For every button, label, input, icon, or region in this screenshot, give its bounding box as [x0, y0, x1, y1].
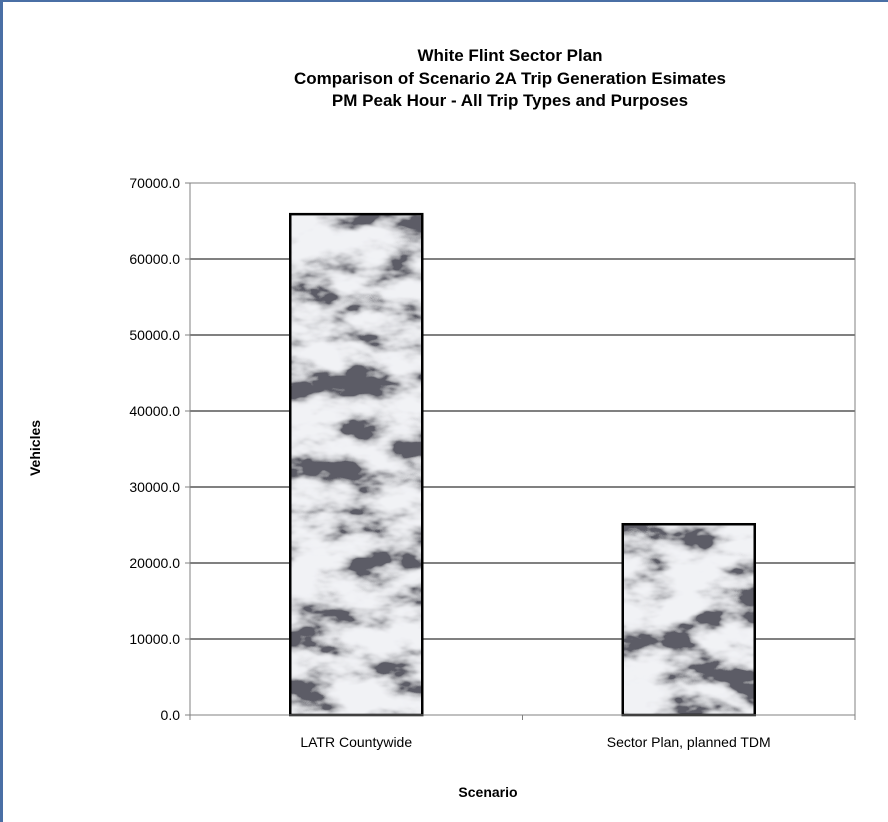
chart-title-line: White Flint Sector Plan — [417, 46, 602, 65]
bar-fill — [622, 524, 755, 715]
chart-title: White Flint Sector Plan Comparison of Sce… — [294, 46, 726, 110]
x-axis-title: Scenario — [458, 784, 517, 800]
y-tick-label: 70000.0 — [129, 175, 180, 191]
x-category-label: LATR Countywide — [300, 734, 412, 750]
axes — [189, 182, 856, 720]
chart-title-line: PM Peak Hour - All Trip Types and Purpos… — [332, 91, 688, 110]
y-tick-label: 20000.0 — [129, 555, 180, 571]
y-tick-label: 10000.0 — [129, 631, 180, 647]
y-tick-label: 30000.0 — [129, 479, 180, 495]
bar-fill — [290, 214, 423, 715]
x-category-labels: LATR Countywide Sector Plan, planned TDM — [300, 734, 770, 750]
bars — [289, 212, 756, 717]
y-tick-labels: 0.0 10000.0 20000.0 30000.0 40000.0 50000.0 60… — [129, 175, 190, 723]
y-tick-label: 0.0 — [161, 707, 181, 723]
x-category-label: Sector Plan, planned TDM — [607, 734, 771, 750]
y-tick-label: 50000.0 — [129, 327, 180, 343]
y-tick-label: 60000.0 — [129, 251, 180, 267]
chart-title-line: Comparison of Scenario 2A Trip Generatio… — [294, 69, 726, 88]
y-tick-label: 40000.0 — [129, 403, 180, 419]
y-axis-title: Vehicles — [27, 420, 43, 476]
